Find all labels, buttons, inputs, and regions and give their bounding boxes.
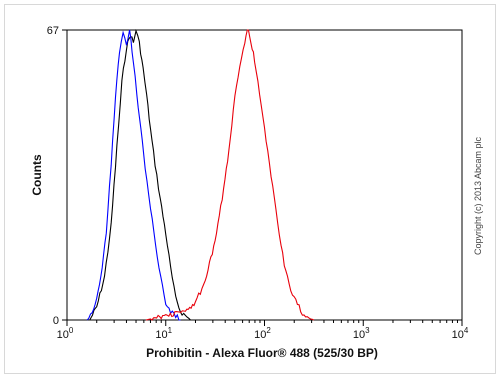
x-tick-label: 103 (353, 326, 370, 341)
y-axis-title: Counts (30, 154, 44, 196)
x-axis-title: Prohibitin - Alexa Fluor® 488 (525/30 BP… (146, 346, 378, 360)
y-tick-label: 67 (47, 25, 59, 37)
x-tick-exponent: 0 (69, 326, 74, 335)
x-tick-label: 102 (254, 326, 271, 341)
plot-area (66, 29, 463, 321)
y-axis: 0 67 (47, 25, 67, 327)
figure-frame (4, 4, 496, 374)
x-tick-label: 104 (452, 326, 469, 341)
x-tick-exponent: 1 (168, 326, 173, 335)
x-tick-exponent: 3 (365, 326, 370, 335)
series-line-3 (145, 29, 315, 321)
x-tick-exponent: 4 (464, 326, 469, 335)
series-layer (86, 28, 315, 321)
x-tick-base: 10 (452, 329, 464, 341)
series-line-2 (86, 29, 181, 321)
plot-box (66, 29, 463, 321)
x-tick-base: 10 (353, 329, 365, 341)
x-tick-label: 101 (155, 326, 172, 341)
x-axis: 100 101 102 103 104 (57, 320, 469, 341)
y-tick-label: 0 (53, 315, 59, 327)
x-tick-base: 10 (57, 329, 69, 341)
x-tick-base: 10 (155, 329, 167, 341)
series-line-1 (89, 28, 191, 321)
copyright-notice: Copyright (c) 2013 Abcam plc (473, 136, 483, 255)
x-tick-exponent: 2 (266, 326, 271, 335)
x-tick-label: 100 (57, 326, 74, 341)
x-tick-base: 10 (254, 329, 266, 341)
